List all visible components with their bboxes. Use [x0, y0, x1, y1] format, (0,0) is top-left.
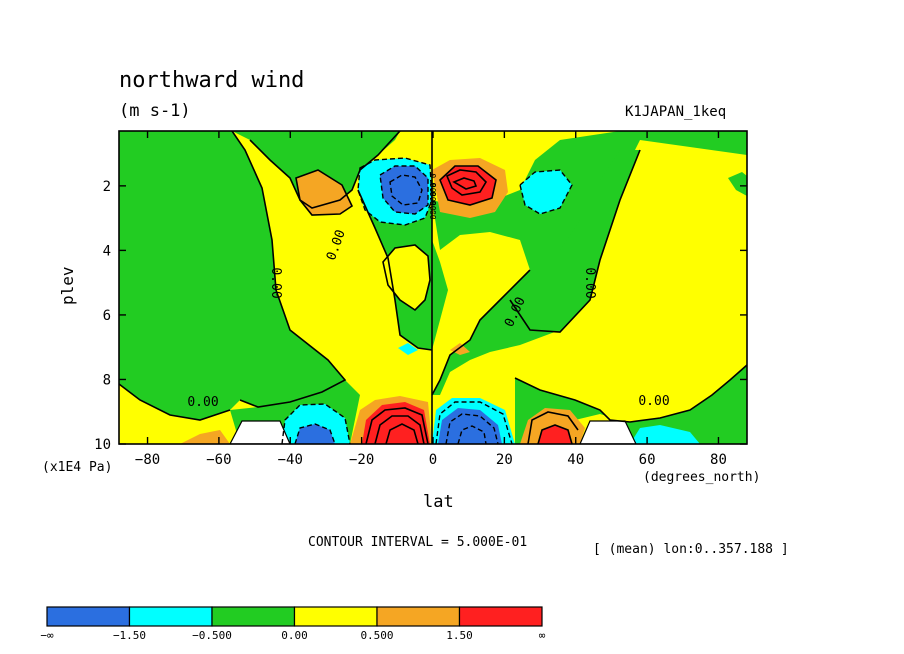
x-tick-label: −80: [135, 452, 160, 468]
region-blue-bottom-center: [438, 408, 502, 444]
region-negative-right-midlat: [510, 150, 640, 332]
contour-label: 0.00: [428, 200, 437, 219]
colorbar-label: 0.00: [281, 629, 308, 642]
x-tick-label: 80: [710, 452, 727, 468]
region-negative-left-high-lat: [119, 131, 345, 420]
x-tick-label: −60: [206, 452, 231, 468]
colorbar-label: ∞: [539, 629, 546, 642]
x-tick-label: 60: [639, 452, 656, 468]
region-negative-center-right: [432, 131, 747, 395]
filled-contours: [119, 131, 747, 444]
y-axis-label: plev: [58, 266, 77, 305]
region-blue-bottom-left: [295, 424, 335, 444]
region-positive-center-pocket: [383, 245, 430, 310]
colorbar-label: −0.500: [192, 629, 232, 642]
x-tick-label: −20: [349, 452, 374, 468]
colorbar-swatch: [211, 606, 296, 627]
region-cyan-small: [398, 343, 418, 355]
y-tick-label: 4: [103, 243, 111, 259]
region-negative-far-right: [728, 172, 747, 196]
x-axis-unit: (degrees_north): [643, 470, 761, 485]
colorbar: −∞ −1.50 −0.500 0.00 0.500 1.50 ∞: [40, 606, 546, 642]
contour-label: 0.00: [638, 394, 669, 409]
contour-label: 0.00: [428, 191, 437, 210]
colorbar-label: 0.500: [360, 629, 393, 642]
colorbar-swatch: [376, 606, 461, 627]
y-axis-unit: (x1E4 Pa): [42, 460, 113, 475]
region-negative-top-left: [232, 131, 400, 208]
chart-title: northward wind: [119, 68, 305, 93]
region-red-bottom-center: [362, 402, 430, 444]
contour-label: 0.00: [268, 267, 283, 298]
contour-label: 0.00: [428, 173, 437, 192]
region-cyan-upper-right: [520, 170, 572, 214]
region-orange-upper-left: [296, 170, 352, 215]
x-tick-label: 20: [496, 452, 513, 468]
colorbar-label: 1.50: [446, 629, 473, 642]
y-tick-label: 8: [103, 372, 111, 388]
colorbar-label: −1.50: [113, 629, 146, 642]
y-tick-label: 6: [103, 308, 111, 324]
y-tick-label: 2: [103, 179, 111, 195]
x-tick-label: 40: [567, 452, 584, 468]
contour-label: 0.00: [582, 267, 597, 298]
dataset-name: K1JAPAN_1keq: [625, 104, 727, 120]
contour-lines: [119, 131, 747, 444]
contour-label: 0.00: [187, 395, 218, 410]
colorbar-label: −∞: [40, 629, 54, 642]
mean-note: [ (mean) lon:0..357.188 ]: [593, 542, 789, 557]
contour-interval: CONTOUR INTERVAL = 5.000E-01: [308, 535, 528, 550]
colorbar-swatch: [293, 606, 378, 627]
colorbar-swatch: [458, 606, 543, 627]
x-axis-label: lat: [423, 492, 454, 512]
colorbar-swatch: [46, 606, 131, 627]
y-tick-label: 10: [94, 437, 111, 453]
x-tick-label: −40: [278, 452, 303, 468]
region-red-upper-right: [440, 166, 496, 205]
chart-units: (m s-1): [119, 101, 191, 121]
negative-contour-lines: [281, 157, 573, 444]
region-red-bottom-right: [538, 425, 572, 444]
topography-left: [229, 420, 291, 444]
contour-label: 0.00: [428, 182, 437, 201]
axes: −80 −60 −40 −20 0 20 40 60 80 2 4 6 8 10: [94, 131, 747, 468]
region-orange-bottom-left: [180, 430, 230, 444]
colorbar-swatch: [128, 606, 213, 627]
x-tick-label: 0: [429, 452, 437, 468]
